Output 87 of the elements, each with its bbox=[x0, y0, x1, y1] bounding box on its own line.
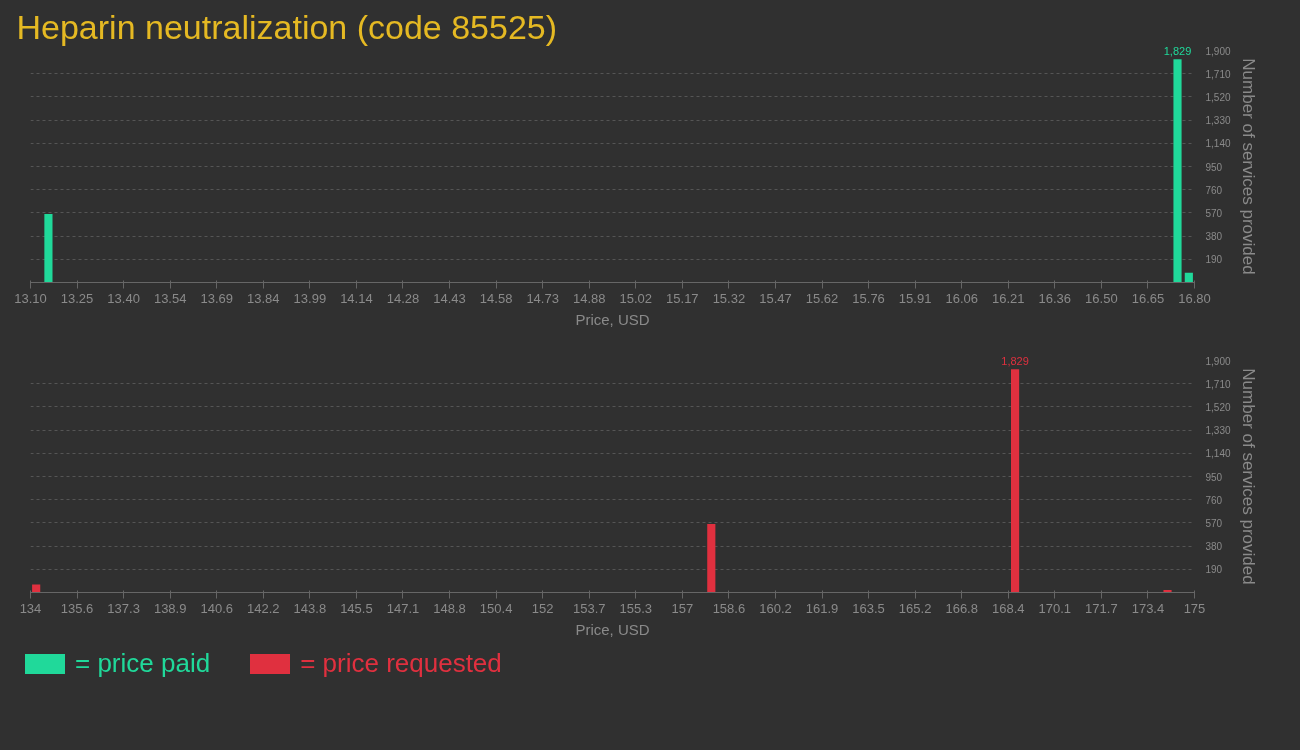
x-tick-label: 14.14 bbox=[340, 290, 373, 306]
data-label: 1,829 bbox=[1001, 355, 1029, 368]
x-tick-label: 16.06 bbox=[945, 290, 978, 306]
y-axis-title: Number of services provided bbox=[1238, 58, 1258, 275]
y-tick-label: 1,140 bbox=[1205, 448, 1231, 460]
x-tick-label: 163.5 bbox=[852, 600, 885, 616]
chart-title: Heparin neutralization (code 85525) bbox=[16, 7, 558, 46]
x-tick-label: 14.28 bbox=[386, 290, 420, 306]
bar bbox=[1184, 272, 1193, 283]
y-tick-label: 950 bbox=[1205, 471, 1223, 483]
x-tick-label: 15.47 bbox=[759, 290, 792, 306]
bar bbox=[44, 214, 53, 283]
x-tick-label: 15.76 bbox=[852, 290, 885, 306]
x-tick-label: 15.62 bbox=[805, 290, 839, 306]
x-tick-label: 147.1 bbox=[386, 600, 420, 616]
y-tick-label: 1,520 bbox=[1205, 91, 1231, 103]
x-tick-label: 153.7 bbox=[572, 600, 606, 616]
x-tick-label: 140.6 bbox=[200, 600, 234, 616]
x-tick-label: 13.54 bbox=[153, 290, 187, 306]
x-tick-label: 13.10 bbox=[14, 290, 47, 306]
y-tick-label: 760 bbox=[1205, 494, 1223, 506]
bar bbox=[1011, 369, 1020, 593]
y-tick-label: 1,900 bbox=[1205, 355, 1231, 367]
x-tick-label: 13.40 bbox=[107, 290, 140, 306]
x-tick-label: 158.6 bbox=[712, 600, 746, 616]
x-tick-label: 152 bbox=[531, 600, 554, 616]
x-tick-label: 165.2 bbox=[898, 600, 932, 616]
y-tick-label: 1,140 bbox=[1205, 138, 1231, 150]
x-tick-label: 13.69 bbox=[200, 290, 234, 306]
y-tick-label: 380 bbox=[1205, 231, 1223, 243]
y-tick-label: 1,520 bbox=[1205, 401, 1231, 413]
x-tick-label: 148.8 bbox=[433, 600, 466, 616]
x-tick-label: 142.2 bbox=[247, 600, 280, 616]
x-tick-label: 157 bbox=[671, 600, 694, 616]
x-tick-label: 168.4 bbox=[991, 600, 1025, 616]
y-tick-label: 570 bbox=[1205, 517, 1223, 529]
x-tick-label: 175 bbox=[1183, 600, 1206, 616]
x-tick-label: 14.73 bbox=[526, 290, 559, 306]
y-tick-label: 1,330 bbox=[1205, 115, 1231, 127]
x-tick-label: 13.99 bbox=[293, 290, 327, 306]
bar bbox=[1173, 59, 1182, 283]
legend-label: = price paid bbox=[75, 647, 211, 680]
x-tick-label: 155.3 bbox=[619, 600, 653, 616]
y-tick-label: 190 bbox=[1205, 564, 1223, 576]
y-tick-label: 1,900 bbox=[1205, 45, 1231, 57]
x-tick-label: 134 bbox=[19, 600, 42, 616]
x-tick-label: 161.9 bbox=[805, 600, 839, 616]
x-tick-label: 15.17 bbox=[666, 290, 699, 306]
x-tick-label: 14.58 bbox=[479, 290, 513, 306]
y-tick-label: 380 bbox=[1205, 541, 1223, 553]
x-tick-label: 15.02 bbox=[619, 290, 653, 306]
x-tick-label: 13.84 bbox=[247, 290, 280, 306]
y-tick-label: 950 bbox=[1205, 161, 1223, 173]
x-tick-label: 16.50 bbox=[1085, 290, 1118, 306]
x-tick-label: 14.43 bbox=[433, 290, 466, 306]
y-tick-label: 190 bbox=[1205, 254, 1223, 266]
x-tick-label: 16.65 bbox=[1131, 290, 1165, 306]
y-tick-label: 760 bbox=[1205, 184, 1223, 196]
x-tick-label: 137.3 bbox=[107, 600, 140, 616]
x-tick-label: 135.6 bbox=[60, 600, 94, 616]
data-label: 1,829 bbox=[1163, 45, 1192, 58]
x-tick-label: 15.91 bbox=[898, 290, 932, 306]
x-tick-label: 138.9 bbox=[153, 600, 187, 616]
x-tick-label: 15.32 bbox=[712, 290, 746, 306]
y-tick-label: 1,710 bbox=[1205, 68, 1231, 80]
x-axis-title: Price, USD bbox=[575, 620, 650, 638]
x-tick-label: 14.88 bbox=[572, 290, 606, 306]
x-tick-label: 143.8 bbox=[293, 600, 327, 616]
x-tick-label: 171.7 bbox=[1085, 600, 1118, 616]
x-tick-label: 16.21 bbox=[991, 290, 1025, 306]
x-tick-label: 173.4 bbox=[1131, 600, 1165, 616]
y-axis-title: Number of services provided bbox=[1238, 368, 1258, 585]
bar bbox=[707, 524, 716, 593]
x-tick-label: 166.8 bbox=[945, 600, 978, 616]
x-tick-label: 150.4 bbox=[479, 600, 513, 616]
x-axis-title: Price, USD bbox=[575, 310, 650, 328]
x-tick-label: 13.25 bbox=[60, 290, 94, 306]
y-tick-label: 570 bbox=[1205, 207, 1223, 219]
y-tick-label: 1,710 bbox=[1205, 378, 1231, 390]
x-tick-label: 16.80 bbox=[1178, 290, 1211, 306]
x-tick-label: 170.1 bbox=[1038, 600, 1072, 616]
bar bbox=[1163, 590, 1172, 593]
x-tick-label: 145.5 bbox=[340, 600, 373, 616]
legend-label: = price requested bbox=[300, 647, 502, 680]
x-tick-label: 16.36 bbox=[1038, 290, 1072, 306]
y-tick-label: 1,330 bbox=[1205, 425, 1231, 437]
x-tick-label: 160.2 bbox=[759, 600, 792, 616]
